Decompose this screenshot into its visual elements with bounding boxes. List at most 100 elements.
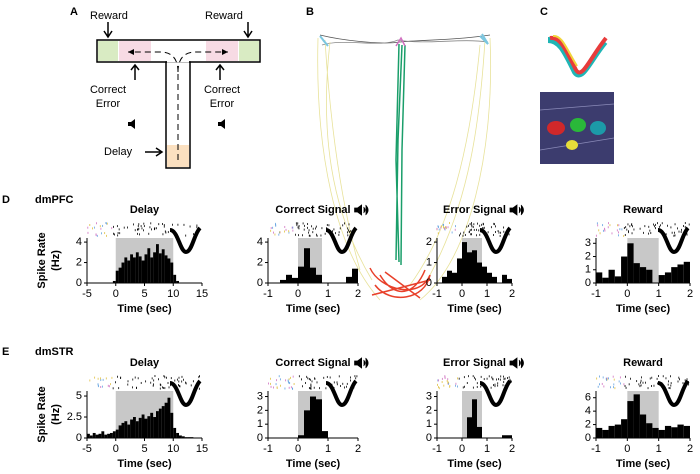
x-axis-label: Time (sec) xyxy=(616,303,671,315)
bar xyxy=(596,427,603,438)
bar xyxy=(602,277,609,283)
bar xyxy=(658,429,665,438)
bar xyxy=(133,417,136,438)
bar xyxy=(115,429,119,438)
bar xyxy=(144,254,148,283)
trajectory-plot xyxy=(317,33,491,301)
bar xyxy=(442,276,447,283)
x-tick-label: 1 xyxy=(656,288,662,300)
bar xyxy=(87,433,90,438)
x-tick-label: 0 xyxy=(459,288,465,300)
bar xyxy=(141,414,145,438)
bar xyxy=(167,258,171,283)
y-axis-label-line: (Hz) xyxy=(50,250,62,271)
bar xyxy=(170,262,174,283)
maze-label: Delay xyxy=(104,146,133,158)
speaker-icon xyxy=(354,357,369,369)
bar xyxy=(304,410,310,438)
bar xyxy=(627,243,634,283)
bar xyxy=(286,274,292,283)
bar xyxy=(110,432,113,438)
x-tick-label: 15 xyxy=(196,288,208,300)
bar xyxy=(153,252,156,283)
bar xyxy=(158,408,162,438)
y-tick-label: 0 xyxy=(426,277,432,289)
bar xyxy=(112,280,116,283)
x-tick-label: 0 xyxy=(295,443,301,455)
x-tick-label: 0 xyxy=(295,288,301,300)
bar xyxy=(133,257,136,283)
bar xyxy=(633,394,640,438)
chart-title: Error Signal xyxy=(443,204,506,216)
speaker-icon xyxy=(509,357,524,369)
bar xyxy=(608,425,615,438)
bar xyxy=(164,402,168,438)
bar xyxy=(467,417,472,438)
bar xyxy=(502,274,507,283)
y-axis-label: Spike Rate (Hz) xyxy=(36,386,62,442)
bar xyxy=(502,435,507,438)
chart-title: Error Signal xyxy=(443,357,506,369)
bar xyxy=(487,272,492,283)
x-tick-label: 5 xyxy=(141,288,147,300)
y-tick-label: 3 xyxy=(426,390,432,402)
bar xyxy=(167,397,171,438)
bar xyxy=(671,267,678,283)
bar xyxy=(298,266,304,283)
bar xyxy=(447,270,452,283)
bar xyxy=(115,270,119,283)
x-tick-label: 1 xyxy=(325,288,331,300)
bar xyxy=(124,257,128,283)
bar xyxy=(639,267,647,283)
chart-title: Correct Signal xyxy=(275,204,350,216)
bar xyxy=(153,417,156,438)
bar xyxy=(127,260,131,283)
bar xyxy=(310,267,316,283)
bar xyxy=(304,248,310,283)
y-tick-label: 4 xyxy=(585,405,591,417)
bar xyxy=(452,272,457,283)
bar xyxy=(156,244,159,283)
bar xyxy=(147,416,151,438)
bar xyxy=(608,269,615,283)
maze-label: Error xyxy=(210,98,235,110)
x-tick-label: 0 xyxy=(624,288,630,300)
bar xyxy=(677,264,684,283)
x-tick-label: 2 xyxy=(687,443,693,455)
bar xyxy=(138,256,142,283)
bar xyxy=(141,260,145,283)
bar xyxy=(292,277,298,283)
y-tick-label: 3 xyxy=(257,390,263,402)
y-tick-label: 1 xyxy=(257,418,263,430)
bar xyxy=(173,274,177,283)
y-tick-label: 0 xyxy=(585,432,591,444)
y-tick-label: 6 xyxy=(585,392,591,404)
x-axis-label: Time (sec) xyxy=(286,303,341,315)
bar xyxy=(472,399,477,438)
bar xyxy=(322,431,328,438)
panel-label: C xyxy=(540,6,548,18)
bar xyxy=(646,269,653,283)
bar xyxy=(507,278,512,283)
bar xyxy=(310,396,316,438)
x-tick-label: -1 xyxy=(432,288,442,300)
chart-title: Delay xyxy=(130,204,160,216)
waveform xyxy=(657,379,690,408)
bar xyxy=(602,429,609,438)
bar xyxy=(664,425,672,438)
x-tick-label: -1 xyxy=(263,443,273,455)
bar xyxy=(101,431,105,438)
y-tick-label: 2 xyxy=(257,256,263,268)
y-tick-label: 2 xyxy=(76,256,82,268)
y-axis-label-line: (Hz) xyxy=(50,404,62,425)
bar xyxy=(150,412,154,438)
bar xyxy=(627,401,634,438)
bar xyxy=(658,275,665,283)
bar xyxy=(118,425,122,438)
row-label: dmSTR xyxy=(35,346,74,358)
x-tick-label: 0 xyxy=(459,443,465,455)
x-axis-label: Time (sec) xyxy=(286,458,341,470)
panel-label: D xyxy=(2,194,10,206)
x-tick-label: -1 xyxy=(263,288,273,300)
